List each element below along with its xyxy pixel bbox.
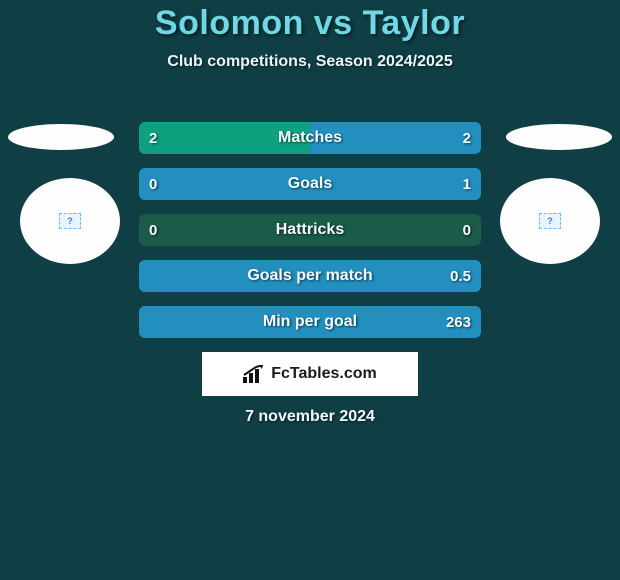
player-badge-left bbox=[20, 178, 120, 264]
stat-fill-right bbox=[139, 168, 481, 200]
stat-label: Hattricks bbox=[139, 214, 481, 246]
brand-box[interactable]: FcTables.com bbox=[202, 352, 418, 396]
stat-fill-right bbox=[139, 306, 481, 338]
chart-icon bbox=[243, 365, 265, 383]
page-title: Solomon vs Taylor bbox=[0, 4, 620, 43]
decor-ellipse-left bbox=[8, 124, 114, 150]
stat-value-left: 0 bbox=[149, 214, 157, 246]
brand-text: FcTables.com bbox=[271, 365, 377, 383]
stat-row: Goals01 bbox=[139, 168, 481, 200]
page-subtitle: Club competitions, Season 2024/2025 bbox=[0, 53, 620, 71]
stat-fill-left bbox=[139, 122, 310, 154]
stat-row: Matches22 bbox=[139, 122, 481, 154]
stat-row: Hattricks0 0 bbox=[139, 214, 481, 246]
flag-icon bbox=[539, 213, 561, 229]
stat-value-right: 0 bbox=[463, 214, 471, 246]
stats-chart: Matches22 Goals01 Hattricks0 0 Goals per mat… bbox=[139, 122, 481, 352]
stat-row: Goals per match0.5 bbox=[139, 260, 481, 292]
date-line: 7 november 2024 bbox=[0, 408, 620, 426]
stat-row: Min per goal263 bbox=[139, 306, 481, 338]
stat-fill-right bbox=[139, 260, 481, 292]
decor-ellipse-right bbox=[506, 124, 612, 150]
header: Solomon vs Taylor Club competitions, Sea… bbox=[0, 0, 620, 71]
player-badge-right bbox=[500, 178, 600, 264]
flag-icon bbox=[59, 213, 81, 229]
stat-fill-right bbox=[310, 122, 481, 154]
